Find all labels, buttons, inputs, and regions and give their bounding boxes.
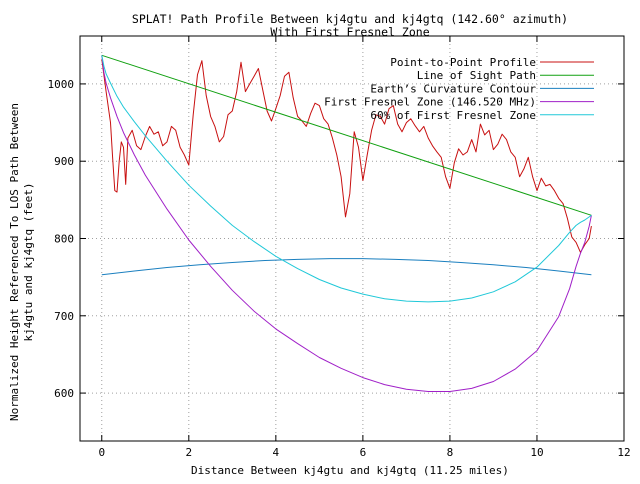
legend-label-60-of-first-fresnel-zone: 60% of First Fresnel Zone <box>370 109 536 122</box>
series-layer <box>101 54 592 392</box>
y-axis-label-group: Normalized Height Referenced To LOS Path… <box>8 103 35 421</box>
y-tick-label: 700 <box>54 310 74 323</box>
series-line-first-fresnel-zone-146-520-mhz <box>101 55 592 392</box>
x-tick-label: 4 <box>273 446 280 459</box>
y-tick-label: 600 <box>54 387 74 400</box>
x-tick-label: 10 <box>530 446 543 459</box>
x-tick-label: 8 <box>447 446 454 459</box>
series-line-line-of-sight-path <box>101 54 592 216</box>
x-tick-label: 2 <box>185 446 192 459</box>
series-line-earth-s-curvature-contour <box>101 258 592 276</box>
legend-label-line-of-sight-path: Line of Sight Path <box>417 69 536 82</box>
legend-label-first-fresnel-zone-146-520-mhz: First Fresnel Zone (146.520 MHz) <box>324 96 536 109</box>
legend-label-point-to-point-profile: Point-to-Point Profile <box>390 56 536 69</box>
chart-title-line-2: With First Fresnel Zone <box>270 25 429 39</box>
x-tick-label: 12 <box>617 446 630 459</box>
y-axis-label-line-1: Normalized Height Referenced To LOS Path… <box>8 103 21 421</box>
series-line-60-of-first-fresnel-zone <box>101 55 592 303</box>
chart-title-line-1: SPLAT! Path Profile Between kj4gtu and k… <box>132 12 568 26</box>
tick-layer: 0 2 4 6 8 10 12 600 700 800 900 1000 <box>48 36 631 459</box>
y-axis-label-line-2: kj4gtu and kj4gtq (feet) <box>22 183 35 342</box>
x-tick-label: 0 <box>98 446 105 459</box>
series-line-point-to-point-profile <box>101 59 592 253</box>
y-tick-label: 800 <box>54 233 74 246</box>
y-tick-label: 900 <box>54 155 74 168</box>
y-tick-label: 1000 <box>48 78 75 91</box>
x-axis-label: Distance Between kj4gtu and kj4gtq (11.2… <box>191 464 509 477</box>
x-tick-label: 6 <box>360 446 367 459</box>
legend-label-earth-s-curvature-contour: Earth’s Curvature Contour <box>370 82 536 95</box>
